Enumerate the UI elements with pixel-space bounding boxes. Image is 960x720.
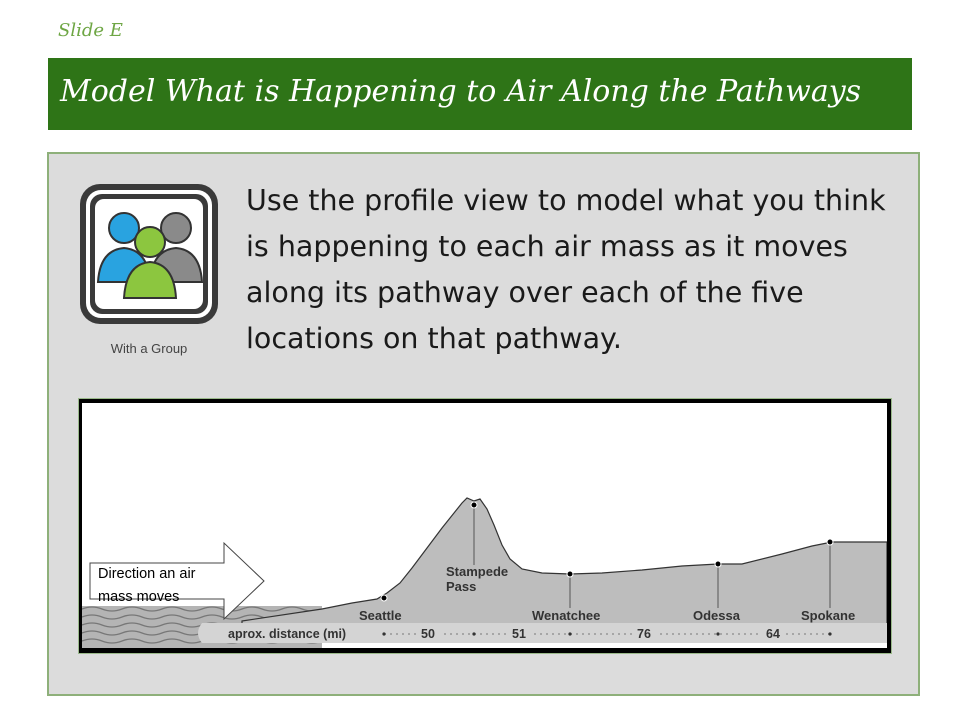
location-label-odessa: Odessa xyxy=(693,608,741,623)
location-label-spokane: Spokane xyxy=(801,608,855,623)
distance-stampede-wenatchee: 51 xyxy=(512,627,526,641)
arrow-text-line1: Direction an air xyxy=(98,566,196,582)
location-label-seattle: Seattle xyxy=(359,608,402,623)
seattle-marker xyxy=(380,594,388,602)
stampede-pass-marker xyxy=(470,501,478,509)
spokane-marker xyxy=(826,538,834,546)
group-caption: With a Group xyxy=(110,341,188,356)
distance-odessa-spokane: 64 xyxy=(766,627,780,641)
distance-band xyxy=(198,623,887,643)
terrain-profile: Seattle Stampede Pass Wenatchee Odessa S… xyxy=(82,497,887,648)
odessa-marker xyxy=(714,560,722,568)
location-label-stampede: Stampede xyxy=(446,564,508,579)
wenatchee-marker xyxy=(566,570,574,578)
distance-wenatchee-odessa: 76 xyxy=(637,627,651,641)
title-bar: Model What is Happening to Air Along the… xyxy=(48,58,912,130)
terrain-fill xyxy=(241,497,887,627)
distance-axis-label: aprox. distance (mi) xyxy=(228,627,346,641)
group-people-icon xyxy=(80,184,218,324)
location-label-wenatchee: Wenatchee xyxy=(532,608,600,623)
arrow-text-line2: mass moves xyxy=(98,589,179,605)
location-label-pass: Pass xyxy=(446,579,476,594)
direction-arrow xyxy=(89,541,265,621)
distance-seattle-stampede: 50 xyxy=(421,627,435,641)
slide-title: Model What is Happening to Air Along the… xyxy=(60,74,862,109)
instruction-text: Use the profile view to model what you t… xyxy=(246,184,886,355)
slide-label: Slide E xyxy=(58,20,123,41)
